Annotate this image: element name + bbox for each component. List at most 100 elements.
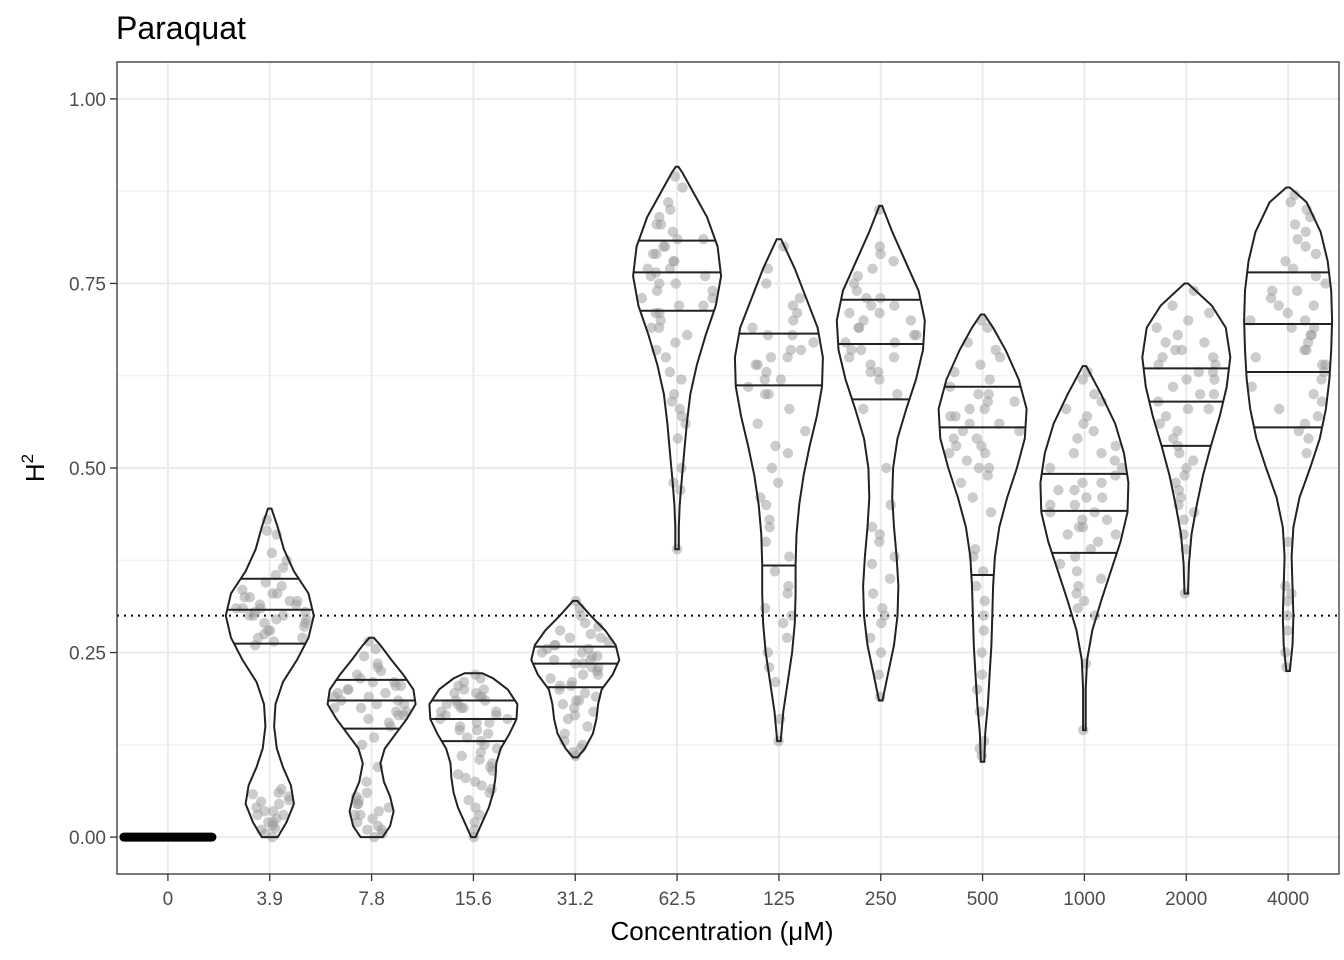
data-point <box>1096 477 1107 488</box>
data-point <box>1274 403 1285 415</box>
violin-outline <box>1243 186 1334 672</box>
data-point <box>1167 381 1179 392</box>
data-point <box>1203 403 1214 415</box>
data-point <box>1160 337 1171 348</box>
x-tick-label: 2000 <box>1165 889 1207 910</box>
data-point <box>985 507 997 518</box>
data-point <box>1289 219 1301 230</box>
data-point <box>487 758 498 769</box>
data-point <box>674 403 685 415</box>
data-point <box>867 521 878 533</box>
data-point <box>585 628 596 640</box>
data-point <box>957 425 969 437</box>
data-point <box>263 817 274 828</box>
data-point <box>840 337 851 348</box>
violin-500 <box>937 313 1028 763</box>
data-point <box>654 278 665 289</box>
data-point <box>579 687 591 699</box>
data-point <box>1182 403 1194 415</box>
data-point <box>1316 396 1328 407</box>
data-point <box>383 717 395 728</box>
data-point <box>1250 352 1261 363</box>
data-point <box>978 625 989 636</box>
data-point <box>356 739 368 750</box>
data-point <box>1078 595 1090 607</box>
x-tick-label: 0 <box>163 889 174 910</box>
data-point <box>760 536 772 547</box>
data-point <box>1069 499 1081 511</box>
data-point <box>355 702 367 714</box>
data-point <box>650 307 661 319</box>
data-point <box>1300 226 1312 237</box>
violin-outline <box>835 204 926 702</box>
data-point <box>361 787 373 798</box>
data-point <box>781 632 793 643</box>
data-point <box>564 632 575 643</box>
violin-3.9 <box>224 507 315 843</box>
data-point <box>1178 514 1190 525</box>
data-point <box>297 632 308 643</box>
data-point <box>846 344 857 356</box>
grid-lines <box>117 62 1339 874</box>
violin-31.2 <box>530 595 621 762</box>
data-point <box>254 599 266 610</box>
y-axis-title: H2 <box>18 454 50 482</box>
data-point <box>441 699 452 710</box>
data-point <box>651 219 662 230</box>
data-point <box>855 344 867 356</box>
data-point <box>300 606 311 618</box>
data-point <box>1045 507 1056 518</box>
data-point <box>452 769 464 780</box>
data-point <box>1069 484 1080 496</box>
data-point <box>470 669 481 680</box>
data-point <box>1044 462 1056 474</box>
data-point <box>1110 440 1121 452</box>
data-point <box>664 366 676 378</box>
data-point <box>787 300 799 311</box>
data-point <box>1081 492 1092 503</box>
data-point <box>785 344 796 356</box>
data-point <box>593 621 604 632</box>
data-point <box>976 440 987 452</box>
data-point <box>554 625 566 636</box>
data-point <box>237 584 248 595</box>
data-point <box>766 462 778 474</box>
data-point <box>1293 425 1305 437</box>
data-point <box>266 547 277 559</box>
data-point <box>769 566 780 577</box>
data-point <box>682 329 693 341</box>
data-point <box>1070 551 1081 562</box>
data-point <box>276 783 287 795</box>
data-point <box>970 544 981 555</box>
data-point <box>971 433 982 444</box>
y-axis: 0.00 0.25 0.50 0.75 1.00 <box>69 90 117 849</box>
data-point <box>1199 337 1210 348</box>
data-point <box>271 614 282 625</box>
violin-outline <box>733 238 824 743</box>
data-point <box>670 337 681 348</box>
data-point <box>877 603 888 614</box>
data-point <box>642 263 653 274</box>
data-point <box>762 647 773 658</box>
data-point <box>1085 544 1097 555</box>
data-point <box>873 366 884 378</box>
data-point <box>784 403 795 415</box>
data-point <box>482 728 494 739</box>
data-point <box>1062 529 1073 540</box>
data-point <box>380 687 391 699</box>
data-point <box>462 732 473 743</box>
x-axis: 0 3.9 7.8 15.6 31.2 62.5 125 250 500 1000 2000 4000 <box>163 874 1309 910</box>
data-point <box>1188 455 1199 466</box>
data-point <box>1183 315 1194 326</box>
data-point <box>372 658 383 669</box>
data-point <box>367 813 378 824</box>
data-point <box>491 710 502 721</box>
data-point <box>765 352 777 363</box>
data-point <box>1071 566 1083 577</box>
data-point <box>367 676 378 688</box>
data-point <box>1089 507 1100 518</box>
data-point <box>885 499 896 511</box>
data-point <box>905 315 917 326</box>
data-point <box>1080 658 1092 669</box>
data-point <box>761 278 772 289</box>
